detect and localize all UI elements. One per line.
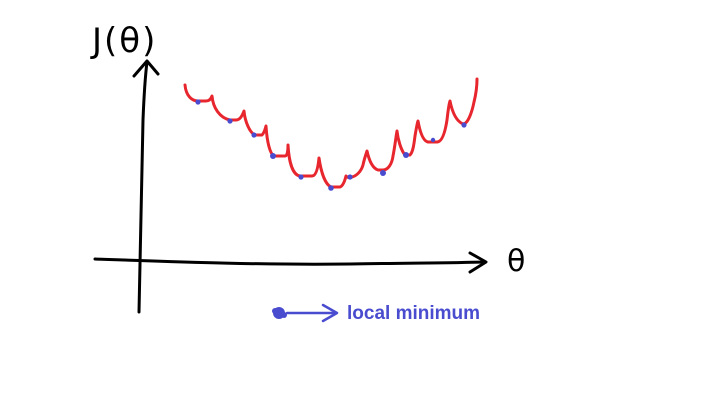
- local-minimum-point: [270, 153, 276, 159]
- x-axis-label: θ: [507, 244, 525, 279]
- local-minimum-point: [380, 170, 386, 176]
- x-axis: [93, 251, 488, 274]
- legend: local minimum: [272, 303, 480, 324]
- local-minimum-point: [461, 122, 467, 128]
- local-minimum-point: [251, 132, 257, 138]
- local-minimum-point: [328, 185, 334, 191]
- local-minimum-point: [195, 99, 201, 105]
- local-minimum-point: [298, 174, 304, 180]
- local-minimum-point: [403, 152, 409, 158]
- y-axis-label: J(θ): [90, 21, 157, 61]
- local-minimum-point: [430, 137, 436, 143]
- local-minima-markers: [195, 99, 467, 191]
- blue-dot-icon: [272, 307, 287, 319]
- cost-curve: [183, 77, 479, 189]
- right-arrow-icon: [285, 303, 339, 323]
- legend-label: local minimum: [347, 303, 480, 324]
- y-axis: [132, 59, 160, 314]
- local-minimum-point: [347, 174, 353, 180]
- local-minimum-point: [227, 118, 233, 124]
